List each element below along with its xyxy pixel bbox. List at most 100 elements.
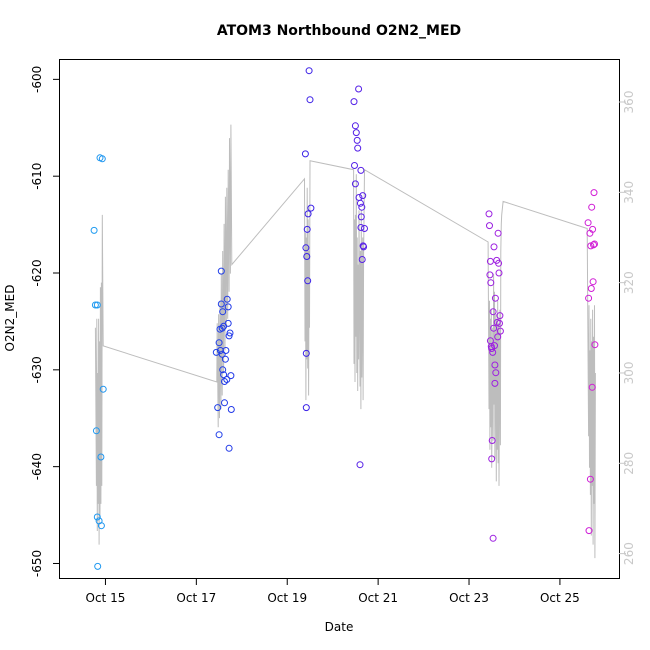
scatter-series: [90, 67, 599, 570]
data-point: [355, 85, 363, 93]
data-point: [490, 243, 498, 251]
data-point: [214, 404, 222, 412]
data-point: [361, 225, 368, 232]
data-point: [487, 279, 495, 287]
data-point: [224, 303, 232, 311]
data-point: [99, 385, 107, 393]
data-point: [302, 349, 310, 357]
y-tick-label: -650: [30, 550, 44, 577]
data-point: [495, 269, 503, 277]
data-point: [494, 333, 502, 341]
data-point: [302, 244, 310, 252]
data-point: [488, 455, 496, 463]
data-point: [224, 319, 232, 327]
data-point: [306, 96, 314, 104]
data-point: [94, 562, 102, 570]
data-point: [360, 243, 368, 251]
data-point: [351, 122, 359, 130]
data-point: [219, 366, 227, 374]
data-point: [91, 301, 99, 309]
data-point: [357, 224, 365, 231]
data-point: [588, 203, 596, 211]
data-point: [217, 267, 225, 275]
data-point: [93, 513, 101, 521]
data-point: [226, 329, 234, 337]
data-point: [97, 453, 105, 461]
y-tick-label: -620: [30, 259, 44, 286]
data-point: [357, 213, 365, 221]
data-point: [304, 210, 312, 218]
data-point: [496, 312, 504, 320]
data-point: [350, 98, 358, 106]
data-point: [351, 162, 358, 169]
data-point: [98, 155, 106, 163]
data-point: [219, 308, 227, 316]
data-point: [220, 371, 228, 379]
data-point: [218, 324, 226, 332]
y2-tick-label: 360: [622, 91, 636, 114]
data-point: [587, 285, 595, 292]
data-point: [492, 369, 500, 377]
y-tick-label: -630: [30, 356, 44, 383]
data-point: [589, 225, 597, 233]
y-tick-label: -610: [30, 163, 44, 190]
data-point: [489, 308, 497, 316]
data-point: [488, 437, 496, 444]
data-point: [304, 277, 312, 285]
data-point: [215, 431, 223, 439]
data-point: [590, 189, 598, 197]
y-tick-label: -600: [30, 66, 44, 93]
data-point: [486, 271, 494, 279]
data-point: [354, 144, 362, 152]
data-point: [490, 324, 498, 332]
data-point: [93, 301, 101, 309]
x-tick-label: Oct 23: [449, 591, 489, 605]
data-point: [585, 527, 593, 535]
data-point: [351, 180, 359, 188]
data-point: [225, 444, 233, 452]
data-point: [495, 259, 503, 267]
data-point: [494, 229, 502, 237]
data-point: [221, 355, 229, 363]
x-tick-label: Oct 21: [358, 591, 398, 605]
data-point: [486, 222, 493, 230]
y2-tick-label: 320: [622, 271, 636, 294]
axes: Oct 15 Oct 17 Oct 19 Oct 21 Oct 23 Oct 25 -650…: [30, 66, 636, 605]
data-point: [491, 342, 498, 350]
y2-tick-label: 300: [622, 362, 636, 385]
data-point: [227, 372, 235, 380]
data-point: [221, 399, 228, 407]
y-tick-label: -640: [30, 453, 44, 480]
data-point: [491, 294, 499, 302]
data-point: [97, 522, 105, 530]
data-point: [356, 461, 364, 469]
data-point: [217, 300, 225, 308]
data-point: [585, 294, 593, 302]
data-point: [589, 278, 597, 286]
x-tick-label: Oct 17: [176, 591, 216, 605]
data-point: [355, 194, 363, 201]
data-point: [591, 341, 599, 349]
data-point: [489, 348, 497, 356]
data-point: [303, 253, 311, 260]
data-point: [221, 378, 228, 385]
data-point: [586, 475, 594, 483]
data-point: [356, 199, 364, 207]
y-axis-label: O2N2_MED: [3, 285, 17, 352]
data-point: [218, 350, 226, 358]
data-point: [307, 204, 315, 212]
data-point: [215, 339, 223, 347]
data-point: [496, 327, 504, 335]
data-point: [591, 240, 598, 248]
data-point: [303, 225, 311, 233]
x-axis-label: Date: [325, 620, 354, 634]
data-point: [491, 361, 499, 369]
data-point: [302, 404, 310, 412]
data-point: [352, 129, 360, 137]
data-point: [301, 150, 309, 158]
plot-frame: [59, 59, 620, 579]
x-tick-label: Oct 25: [540, 591, 580, 605]
data-point: [92, 427, 100, 435]
data-point: [359, 192, 367, 200]
